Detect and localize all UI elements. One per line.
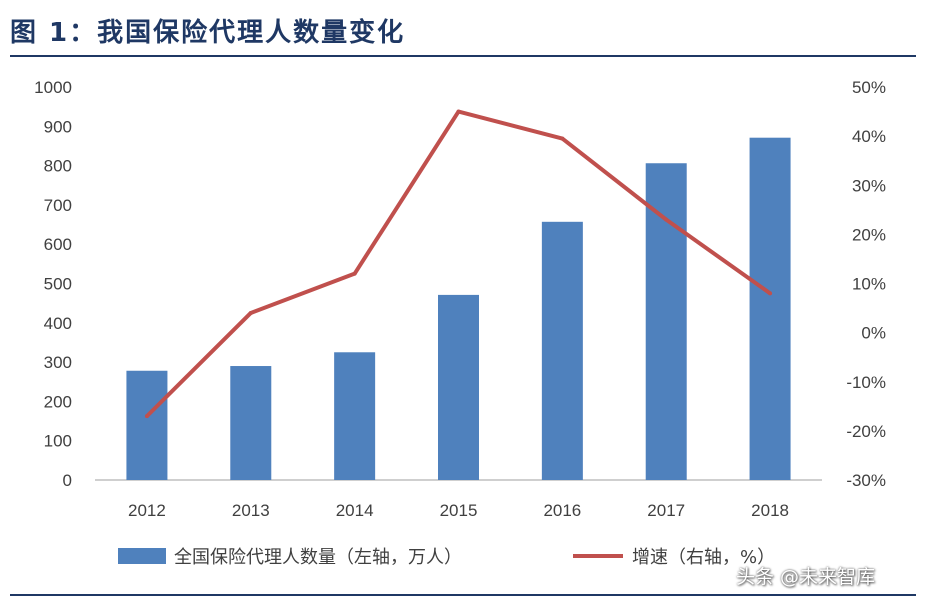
- left-tick-label: 700: [44, 196, 72, 215]
- legend-label-line: 增速（右轴，%）: [632, 547, 775, 568]
- x-tick-label: 2014: [336, 501, 374, 520]
- bottom-divider: [10, 594, 916, 596]
- legend: 全国保险代理人数量（左轴，万人） 增速（右轴，%）: [118, 547, 775, 568]
- watermark: 头条 @未来智库: [736, 566, 876, 588]
- page-title: 图 1：我国保险代理人数量变化: [10, 18, 406, 48]
- line-point: [456, 109, 461, 114]
- x-tick-label: 2013: [232, 501, 270, 520]
- line-point: [144, 414, 149, 419]
- bar: [645, 163, 687, 480]
- left-tick-label: 500: [44, 275, 72, 294]
- line-point: [664, 217, 669, 222]
- left-axis-ticks: 0 100 200 300 400 500 600 700 800 900 1000: [34, 78, 72, 490]
- line-series: [144, 109, 773, 419]
- line-point: [352, 271, 357, 276]
- left-tick-label: 600: [44, 235, 72, 254]
- left-tick-label: 800: [44, 157, 72, 176]
- left-tick-label: 400: [44, 314, 72, 333]
- x-tick-label: 2012: [128, 501, 166, 520]
- legend-label-bar: 全国保险代理人数量（左轴，万人）: [174, 547, 462, 568]
- line-point: [768, 291, 773, 296]
- legend-swatch-bar: [118, 548, 166, 564]
- bar: [541, 221, 583, 480]
- x-tick-label: 2015: [440, 501, 478, 520]
- bar: [230, 366, 272, 480]
- left-tick-label: 1000: [34, 78, 72, 97]
- x-tick-label: 2018: [751, 501, 789, 520]
- line-point: [560, 136, 565, 141]
- x-tick-label: 2017: [647, 501, 685, 520]
- bar: [749, 137, 791, 480]
- left-tick-label: 200: [44, 392, 72, 411]
- bar: [438, 294, 479, 480]
- bar-series: [126, 137, 791, 480]
- right-tick-label: -20%: [846, 422, 886, 441]
- bar: [126, 370, 168, 480]
- title-divider: [10, 55, 916, 57]
- left-tick-label: 100: [44, 432, 72, 451]
- right-tick-label: -10%: [846, 373, 886, 392]
- right-tick-label: -30%: [846, 471, 886, 490]
- right-tick-label: 40%: [852, 127, 886, 146]
- right-tick-label: 50%: [852, 78, 886, 97]
- right-tick-label: 10%: [852, 275, 886, 294]
- right-tick-label: 20%: [852, 225, 886, 244]
- right-tick-label: 0%: [861, 324, 886, 343]
- x-axis-ticks: 2012 2013 2014 2015 2016 2017 2018: [128, 501, 789, 520]
- left-tick-label: 900: [44, 117, 72, 136]
- left-tick-label: 0: [63, 471, 72, 490]
- x-tick-label: 2016: [543, 501, 581, 520]
- left-tick-label: 300: [44, 353, 72, 372]
- line-point: [248, 310, 253, 315]
- right-axis-ticks: -30% -20% -10% 0% 10% 20% 30% 40% 50%: [846, 78, 886, 490]
- bar: [334, 352, 376, 480]
- right-tick-label: 30%: [852, 176, 886, 195]
